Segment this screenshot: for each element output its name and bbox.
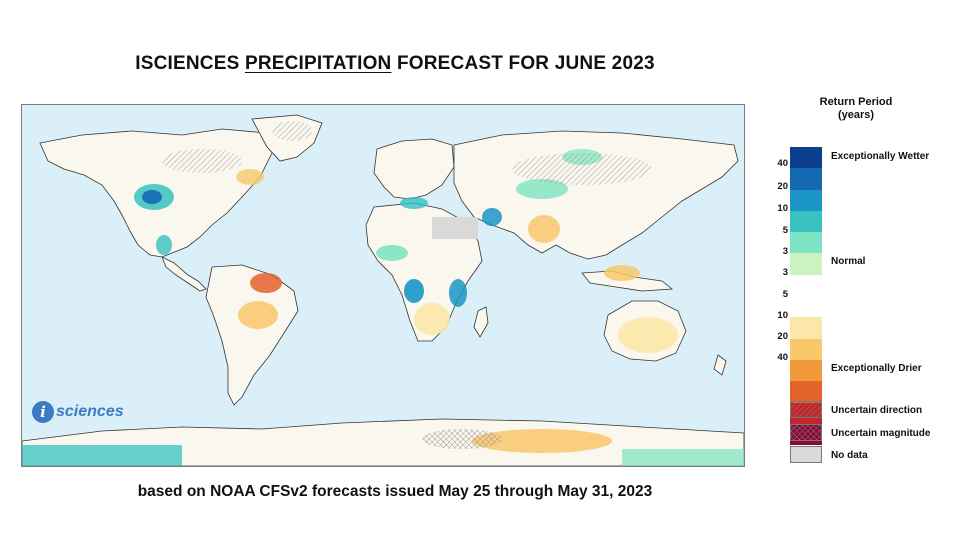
uncertain-direction-north-america <box>162 149 242 173</box>
legend-normal-label: Normal <box>831 256 866 267</box>
wet-anomaly-antarctic-coast-east <box>622 449 744 466</box>
wet-anomaly-east-africa <box>449 279 467 307</box>
logo-text: sciences <box>56 403 124 420</box>
color-scale-swatch-2 <box>790 189 822 211</box>
legend-dry-label: Exceptionally Drier <box>831 363 922 374</box>
dry-anomaly-brazil <box>238 301 278 329</box>
dry-tick-10: 10 <box>777 310 788 321</box>
no-data-sahara <box>432 217 478 239</box>
map-title: ISCIENCES PRECIPITATION FORECAST FOR JUN… <box>0 53 790 75</box>
wet-anomaly-mediterranean <box>400 197 428 209</box>
asia <box>453 130 739 260</box>
uncertain-magnitude-pattern <box>791 425 821 440</box>
color-scale-swatch-8 <box>790 317 822 339</box>
wet-anomaly-central-asia <box>516 179 568 199</box>
uncertain-direction-label: Uncertain direction <box>831 405 923 416</box>
color-scale-swatch-1 <box>790 168 822 190</box>
legend-heading-line1: Return Period <box>819 96 893 108</box>
wet-anomaly-middle-east <box>482 208 502 226</box>
south-america <box>205 264 299 406</box>
wet-anomaly-central-africa <box>404 279 424 303</box>
madagascar <box>473 306 489 338</box>
title-prefix: ISCIENCES <box>135 53 245 74</box>
wet-tick-20: 20 <box>777 181 788 192</box>
legend-heading-line2: (years) <box>837 109 875 121</box>
dry-tick-40: 40 <box>777 352 788 363</box>
wet-tick-5: 5 <box>782 225 788 236</box>
dry-anomaly-southern-africa <box>414 303 450 335</box>
color-scale-swatch-6 <box>790 274 822 297</box>
dry-anomaly-canada <box>236 169 264 185</box>
wet-anomaly-antarctic-coast <box>22 445 182 466</box>
title-suffix: FORECAST FOR JUNE 2023 <box>391 53 655 74</box>
color-scale-swatch-9 <box>790 338 822 360</box>
color-scale-swatch-3 <box>790 210 822 233</box>
wet-tick-10: 10 <box>777 203 788 214</box>
dry-anomaly-india <box>528 215 560 243</box>
isciences-logo: i sciences <box>32 401 124 423</box>
uncertain-direction-pattern <box>791 402 821 417</box>
wet-anomaly-mexico <box>156 235 172 255</box>
color-scale-swatch-5 <box>790 253 822 275</box>
wet-tick-3: 3 <box>782 246 788 257</box>
dry-anomaly-antarctica <box>472 429 612 453</box>
color-scale-swatch-10 <box>790 359 822 382</box>
europe <box>373 138 455 200</box>
wet-anomaly-us-west-core <box>142 190 162 204</box>
uncertain-direction-swatch <box>790 401 822 418</box>
dry-tick-20: 20 <box>777 331 788 342</box>
uncertain-direction-greenland <box>272 121 312 141</box>
wet-tick-40: 40 <box>777 158 788 169</box>
no-data-label: No data <box>831 450 868 461</box>
legend-heading: Return Period (years) <box>806 96 906 122</box>
no-data-swatch <box>790 446 822 463</box>
uncertain-direction-europe-asia <box>512 153 652 185</box>
dry-anomaly-amazon <box>250 273 282 293</box>
dry-tick-5: 5 <box>782 289 788 300</box>
dry-anomaly-australia <box>618 317 678 353</box>
color-scale-swatch-0 <box>790 147 822 169</box>
uncertain-magnitude-label: Uncertain magnitude <box>831 428 931 439</box>
uncertain-magnitude-swatch <box>790 424 822 441</box>
color-scale-swatch-7 <box>790 296 822 318</box>
dry-tick-3: 3 <box>782 267 788 278</box>
color-scale-swatch-11 <box>790 381 822 403</box>
central-america <box>161 256 207 292</box>
uncertain-magnitude-antarctica <box>422 429 502 449</box>
dry-anomaly-southeast-asia <box>604 265 640 281</box>
forecast-source-caption: based on NOAA CFSv2 forecasts issued May… <box>137 483 653 500</box>
logo-i-mark: i <box>32 401 54 423</box>
color-scale-swatch-4 <box>790 232 822 254</box>
title-underlined: PRECIPITATION <box>244 53 392 74</box>
new-zealand <box>713 354 727 376</box>
world-map-svg <box>22 114 744 466</box>
world-map <box>21 104 745 467</box>
legend-wet-label: Exceptionally Wetter <box>831 151 930 162</box>
wet-anomaly-west-africa <box>376 245 408 261</box>
